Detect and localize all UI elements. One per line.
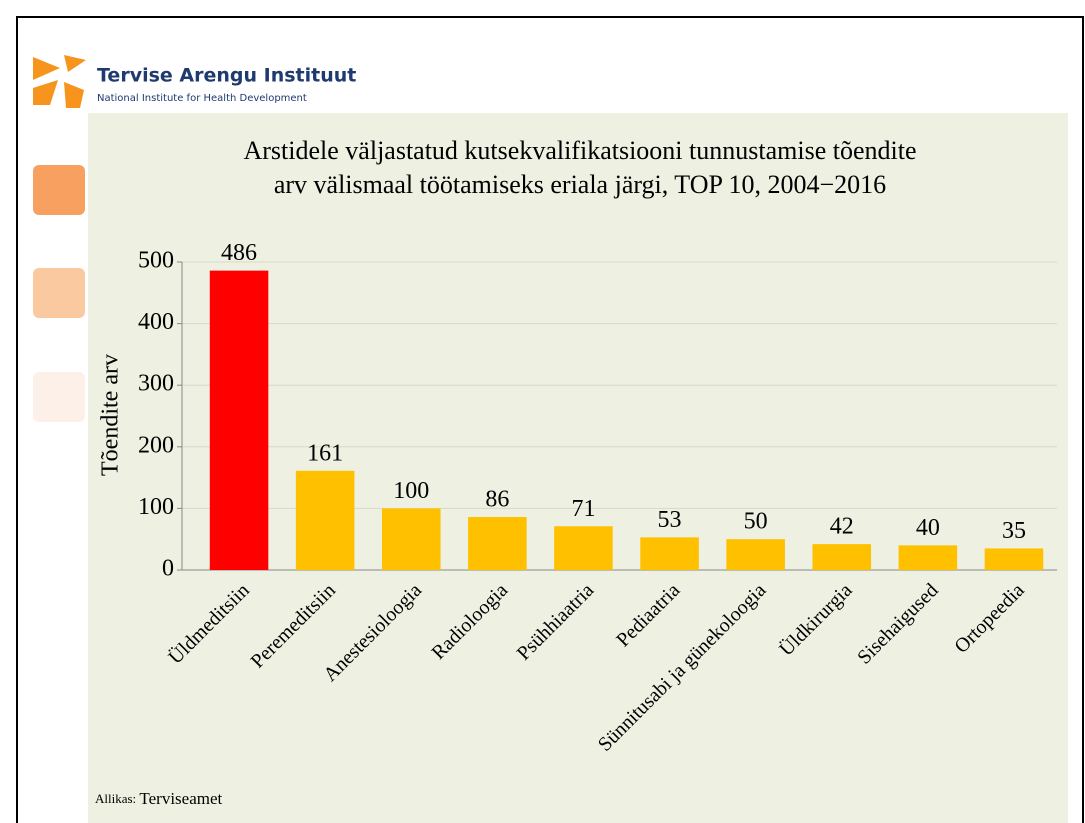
- y-tick-label: 400: [138, 309, 174, 335]
- y-tick-label: 300: [138, 371, 174, 397]
- deco-square: [33, 165, 85, 215]
- y-tick-label: 200: [138, 432, 174, 458]
- deco-square: [33, 268, 85, 318]
- chart-title: Arstidele väljastatud kutsekvalifikatsio…: [244, 136, 917, 165]
- data-label: 71: [571, 496, 595, 522]
- bar: [295, 470, 355, 570]
- bar: [726, 539, 785, 570]
- source-label: Allikas:: [95, 791, 136, 806]
- bar: [381, 508, 441, 570]
- y-tick-label: 0: [162, 556, 174, 582]
- y-tick-label: 100: [138, 494, 174, 520]
- data-label: 50: [744, 509, 768, 535]
- bar: [640, 537, 699, 570]
- org-subtitle: National Institute for Health Developmen…: [97, 93, 307, 104]
- bar: [812, 544, 872, 570]
- source-name: Terviseamet: [139, 789, 222, 808]
- data-label: 53: [658, 507, 682, 533]
- bar: [898, 545, 958, 570]
- bar: [984, 548, 1044, 570]
- data-label: 486: [221, 240, 257, 266]
- y-axis-label: Tõendite arv: [98, 354, 124, 476]
- y-tick-label: 500: [138, 248, 174, 274]
- data-label: 40: [916, 515, 940, 541]
- chart-title: arv välismaal töötamiseks eriala järgi, …: [274, 170, 886, 199]
- logo: [33, 55, 86, 108]
- bar: [209, 270, 269, 570]
- org-title: Tervise Arengu Instituut: [97, 65, 356, 87]
- bar: [554, 526, 613, 570]
- data-label: 161: [307, 440, 343, 466]
- data-label: 86: [485, 487, 509, 513]
- bar: [468, 517, 527, 570]
- data-label: 35: [1002, 518, 1026, 544]
- data-label: 42: [830, 514, 854, 540]
- source: Allikas: Terviseamet: [95, 789, 223, 808]
- data-label: 100: [393, 478, 429, 504]
- deco-square: [33, 372, 85, 422]
